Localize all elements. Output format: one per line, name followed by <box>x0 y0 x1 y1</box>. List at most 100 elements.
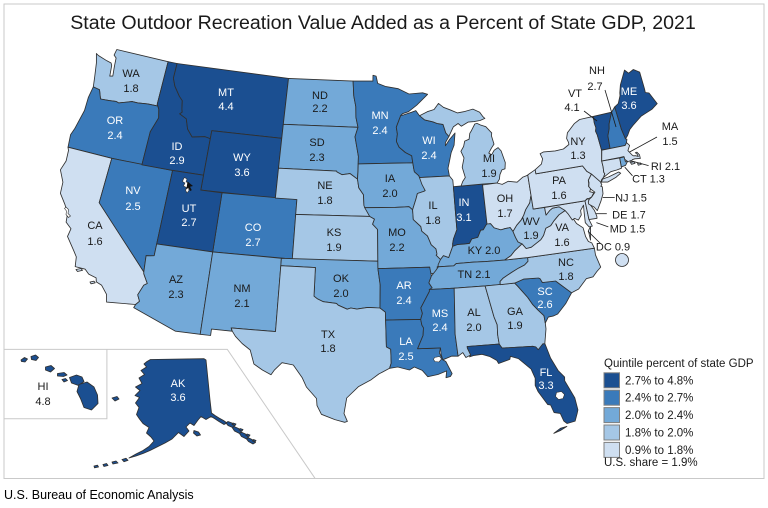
svg-text:2.4: 2.4 <box>396 295 411 307</box>
svg-text:AZ: AZ <box>169 274 183 286</box>
svg-text:1.9: 1.9 <box>481 168 496 180</box>
svg-text:1.7: 1.7 <box>497 208 512 220</box>
svg-text:SC: SC <box>537 286 552 298</box>
svg-text:1.8: 1.8 <box>123 83 138 95</box>
svg-text:OK: OK <box>333 273 350 285</box>
svg-text:2.3: 2.3 <box>309 152 324 164</box>
svg-text:3.6: 3.6 <box>621 100 636 112</box>
svg-text:3.6: 3.6 <box>234 167 249 179</box>
svg-text:MS: MS <box>432 308 449 320</box>
svg-text:ND: ND <box>312 90 328 102</box>
svg-text:4.8: 4.8 <box>35 396 50 408</box>
svg-text:2.1: 2.1 <box>234 298 249 310</box>
svg-text:2.3: 2.3 <box>168 289 183 301</box>
svg-text:2.4: 2.4 <box>421 150 436 162</box>
svg-text:3.3: 3.3 <box>538 380 553 392</box>
svg-text:2.7: 2.7 <box>245 237 260 249</box>
svg-text:State Outdoor Recreation Value: State Outdoor Recreation Value Added as … <box>70 12 696 34</box>
svg-text:HI: HI <box>38 381 49 393</box>
svg-text:NY: NY <box>570 136 586 148</box>
svg-text:U.S. share = 1.9%: U.S. share = 1.9% <box>604 457 698 469</box>
svg-text:3.6: 3.6 <box>170 392 185 404</box>
svg-text:1.8: 1.8 <box>317 195 332 207</box>
svg-text:PA: PA <box>552 175 567 187</box>
svg-text:MN: MN <box>371 110 388 122</box>
svg-text:VT: VT <box>568 88 582 100</box>
svg-text:FL: FL <box>540 367 553 379</box>
svg-text:1.6: 1.6 <box>551 190 566 202</box>
svg-text:2.5: 2.5 <box>398 351 413 363</box>
svg-text:AL: AL <box>467 307 480 319</box>
svg-text:4.1: 4.1 <box>564 102 579 114</box>
svg-text:1.5: 1.5 <box>662 136 677 148</box>
svg-text:2.4: 2.4 <box>372 125 387 137</box>
svg-text:AR: AR <box>396 280 411 292</box>
svg-text:KY 2.0: KY 2.0 <box>468 245 501 257</box>
svg-text:0.9% to 1.8%: 0.9% to 1.8% <box>625 445 693 457</box>
svg-text:1.8: 1.8 <box>425 215 440 227</box>
svg-text:2.4: 2.4 <box>107 130 122 142</box>
svg-text:2.6: 2.6 <box>537 299 552 311</box>
svg-text:CA: CA <box>87 220 103 232</box>
svg-text:1.3: 1.3 <box>570 150 585 162</box>
svg-text:2.9: 2.9 <box>169 155 184 167</box>
svg-text:2.2: 2.2 <box>389 242 404 254</box>
svg-text:1.9: 1.9 <box>523 230 538 242</box>
svg-text:1.8: 1.8 <box>320 343 335 355</box>
svg-text:TX: TX <box>321 329 336 341</box>
svg-text:TN 2.1: TN 2.1 <box>457 269 490 281</box>
svg-text:1.8% to 2.0%: 1.8% to 2.0% <box>625 428 693 440</box>
svg-text:KS: KS <box>327 227 342 239</box>
svg-text:2.0: 2.0 <box>333 288 348 300</box>
svg-text:UT: UT <box>182 203 197 215</box>
svg-text:WY: WY <box>233 152 251 164</box>
svg-text:Quintile percent of state GDP: Quintile percent of state GDP <box>604 358 754 370</box>
svg-text:GA: GA <box>507 306 524 318</box>
svg-text:OH: OH <box>497 193 514 205</box>
svg-text:LA: LA <box>399 336 413 348</box>
svg-text:MI: MI <box>483 153 495 165</box>
svg-text:MT: MT <box>218 87 234 99</box>
svg-text:WV: WV <box>522 216 540 228</box>
svg-text:2.7: 2.7 <box>181 217 196 229</box>
svg-text:IA: IA <box>385 173 396 185</box>
svg-text:1.8: 1.8 <box>558 271 573 283</box>
svg-text:4.4: 4.4 <box>218 101 233 113</box>
svg-text:IL: IL <box>428 200 437 212</box>
svg-text:3.1: 3.1 <box>456 212 471 224</box>
svg-text:2.0% to 2.4%: 2.0% to 2.4% <box>625 410 693 422</box>
svg-text:RI 2.1: RI 2.1 <box>651 161 680 173</box>
svg-text:MO: MO <box>388 227 406 239</box>
svg-text:2.7% to 4.8%: 2.7% to 4.8% <box>625 375 693 387</box>
svg-text:ME: ME <box>621 86 638 98</box>
svg-text:OR: OR <box>107 115 124 127</box>
svg-text:1.9: 1.9 <box>507 320 522 332</box>
svg-text:2.0: 2.0 <box>466 322 481 334</box>
svg-text:2.5: 2.5 <box>125 201 140 213</box>
svg-text:1.6: 1.6 <box>554 237 569 249</box>
svg-text:SD: SD <box>309 137 324 149</box>
svg-text:ID: ID <box>172 141 183 153</box>
svg-text:AK: AK <box>171 378 186 390</box>
svg-text:WA: WA <box>122 68 140 80</box>
svg-text:2.4: 2.4 <box>432 322 447 334</box>
svg-text:1.9: 1.9 <box>326 242 341 254</box>
svg-text:DE 1.7: DE 1.7 <box>612 210 646 222</box>
svg-text:NJ 1.5: NJ 1.5 <box>615 193 647 205</box>
svg-text:NE: NE <box>317 180 332 192</box>
svg-text:1.6: 1.6 <box>87 236 102 248</box>
svg-text:2.4% to 2.7%: 2.4% to 2.7% <box>625 393 693 405</box>
svg-text:NC: NC <box>558 257 574 269</box>
svg-text:MA: MA <box>662 121 679 133</box>
svg-text:WI: WI <box>422 135 435 147</box>
svg-text:2.7: 2.7 <box>587 81 602 93</box>
svg-text:U.S. Bureau of Economic Analys: U.S. Bureau of Economic Analysis <box>4 488 194 502</box>
svg-text:CO: CO <box>245 222 262 234</box>
svg-text:NH: NH <box>589 65 605 77</box>
svg-text:DC 0.9: DC 0.9 <box>596 242 630 254</box>
svg-text:IN: IN <box>459 197 470 209</box>
svg-text:VA: VA <box>555 222 570 234</box>
svg-text:2.2: 2.2 <box>312 103 327 115</box>
svg-text:MD 1.5: MD 1.5 <box>610 224 645 236</box>
svg-text:NV: NV <box>125 185 141 197</box>
